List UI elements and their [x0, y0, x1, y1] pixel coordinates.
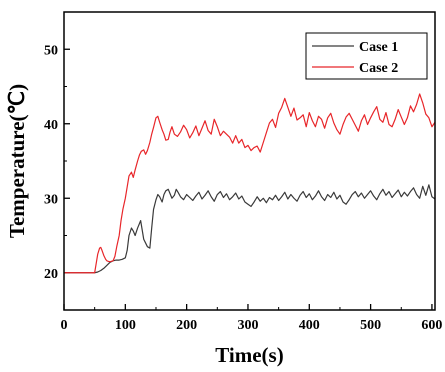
x-axis-title: Time(s): [215, 343, 283, 367]
x-tick-label: 0: [61, 318, 68, 333]
y-tick-label: 30: [44, 192, 58, 207]
legend-label-case-2: Case 2: [359, 61, 398, 76]
y-axis-title: Temperature(℃): [5, 84, 29, 238]
plot-frame: [63, 11, 436, 311]
x-tick-label: 300: [237, 318, 258, 333]
y-tick-label: 40: [44, 118, 58, 133]
x-tick-label: 500: [360, 318, 381, 333]
x-tick-label: 100: [115, 318, 136, 333]
x-tick-label: 200: [176, 318, 197, 333]
ticks-layer: 0 100 200 300 400 500 600 20 30 40 50: [44, 11, 442, 333]
x-tick-label: 600: [421, 318, 442, 333]
y-tick-label: 20: [44, 267, 58, 282]
series-line-case-1: [64, 184, 436, 274]
series-line-case-2: [64, 93, 436, 274]
y-tick-label: 50: [44, 43, 58, 58]
x-tick-label: 400: [299, 318, 320, 333]
legend: Case 1 Case 2: [305, 32, 428, 80]
legend-box: [305, 32, 428, 80]
series-layer: [64, 93, 436, 274]
legend-label-case-1: Case 1: [359, 40, 398, 55]
